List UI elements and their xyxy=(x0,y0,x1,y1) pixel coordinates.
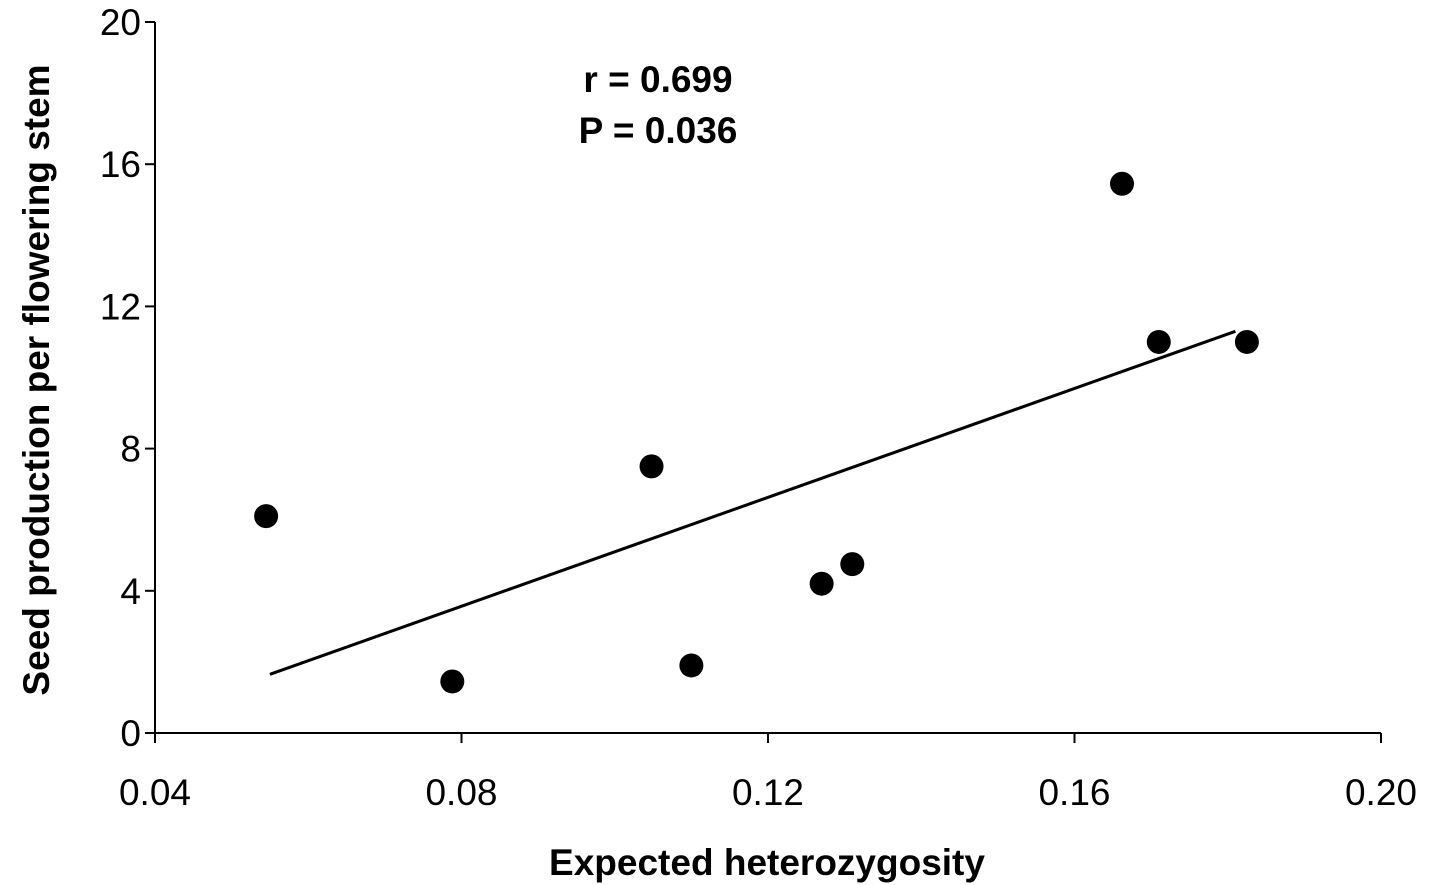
y-ticks: 0 4 8 12 16 20 xyxy=(100,2,155,754)
x-tick-label: 0.04 xyxy=(119,772,191,813)
x-tick-label: 0.16 xyxy=(1038,772,1110,813)
y-tick-label: 4 xyxy=(120,571,141,612)
y-tick-label: 16 xyxy=(100,144,141,185)
trendline xyxy=(269,329,1236,676)
data-point xyxy=(1146,329,1171,354)
y-tick-label: 20 xyxy=(100,2,141,43)
axes xyxy=(154,22,1381,734)
data-point xyxy=(440,669,465,694)
annotation-r: r = 0.699 xyxy=(583,59,732,100)
data-point xyxy=(679,653,704,678)
data-points xyxy=(254,171,1259,694)
x-axis-title: Expected heterozygosity xyxy=(549,842,985,883)
data-point xyxy=(840,552,865,577)
data-point xyxy=(254,504,279,529)
data-point xyxy=(639,454,664,479)
x-tick-label: 0.20 xyxy=(1345,772,1417,813)
trendline-group xyxy=(269,329,1236,676)
data-point xyxy=(1234,329,1259,354)
y-tick-label: 12 xyxy=(100,286,141,327)
x-ticks: 0.04 0.08 0.12 0.16 0.20 xyxy=(119,733,1417,813)
x-tick-label: 0.12 xyxy=(732,772,804,813)
data-point xyxy=(1110,171,1135,196)
y-tick-label: 0 xyxy=(120,713,141,754)
y-tick-label: 8 xyxy=(120,429,141,470)
data-point xyxy=(809,571,834,596)
y-axis-title: Seed production per flowering stem xyxy=(16,64,57,695)
annotation-p: P = 0.036 xyxy=(579,110,738,151)
x-tick-label: 0.08 xyxy=(425,772,497,813)
